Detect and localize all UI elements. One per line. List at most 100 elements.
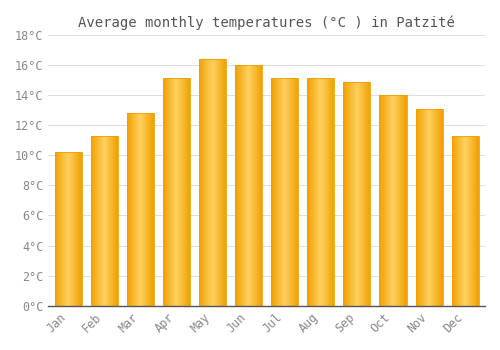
Bar (295, 78, 296, 306)
Bar (214, 59, 216, 306)
Bar (352, 82, 353, 306)
Bar (235, 65, 262, 306)
Bar (254, 65, 256, 306)
Bar (402, 95, 403, 306)
Bar (258, 65, 259, 306)
Bar (470, 136, 471, 306)
Bar (79, 152, 80, 306)
Bar (287, 78, 288, 306)
Bar (428, 108, 429, 306)
Bar (471, 136, 472, 306)
Bar (66, 152, 67, 306)
Bar (172, 78, 173, 306)
Bar (429, 108, 430, 306)
Bar (296, 78, 297, 306)
Bar (175, 78, 176, 306)
Bar (222, 59, 224, 306)
Bar (276, 78, 278, 306)
Bar (469, 136, 470, 306)
Bar (346, 82, 348, 306)
Bar (238, 65, 239, 306)
Bar (439, 108, 440, 306)
Bar (331, 78, 332, 306)
Bar (77, 152, 78, 306)
Bar (459, 136, 460, 306)
Bar (163, 78, 190, 306)
Bar (179, 78, 180, 306)
Bar (344, 82, 370, 306)
Bar (92, 136, 93, 306)
Bar (240, 65, 241, 306)
Bar (368, 82, 369, 306)
Bar (354, 82, 355, 306)
Bar (403, 95, 404, 306)
Bar (58, 152, 59, 306)
Bar (56, 152, 58, 306)
Bar (391, 95, 392, 306)
Bar (54, 152, 56, 306)
Bar (472, 136, 474, 306)
Bar (316, 78, 318, 306)
Bar (201, 59, 202, 306)
Bar (404, 95, 405, 306)
Bar (329, 78, 330, 306)
Bar (271, 78, 298, 306)
Bar (387, 95, 388, 306)
Bar (207, 59, 208, 306)
Bar (326, 78, 327, 306)
Bar (135, 113, 136, 306)
Bar (239, 65, 240, 306)
Bar (321, 78, 322, 306)
Bar (148, 113, 149, 306)
Bar (344, 82, 346, 306)
Bar (322, 78, 323, 306)
Bar (274, 78, 276, 306)
Bar (367, 82, 368, 306)
Bar (453, 136, 454, 306)
Bar (292, 78, 293, 306)
Bar (272, 78, 273, 306)
Bar (68, 152, 69, 306)
Bar (171, 78, 172, 306)
Bar (129, 113, 130, 306)
Bar (139, 113, 140, 306)
Bar (417, 108, 418, 306)
Bar (308, 78, 310, 306)
Bar (208, 59, 209, 306)
Bar (294, 78, 295, 306)
Bar (106, 136, 107, 306)
Bar (461, 136, 462, 306)
Bar (218, 59, 220, 306)
Bar (182, 78, 183, 306)
Bar (76, 152, 77, 306)
Bar (138, 113, 139, 306)
Bar (242, 65, 243, 306)
Bar (397, 95, 398, 306)
Bar (143, 113, 144, 306)
Bar (145, 113, 146, 306)
Bar (394, 95, 395, 306)
Bar (452, 136, 478, 306)
Bar (114, 136, 115, 306)
Bar (401, 95, 402, 306)
Bar (389, 95, 390, 306)
Bar (280, 78, 281, 306)
Bar (386, 95, 387, 306)
Bar (248, 65, 250, 306)
Bar (166, 78, 167, 306)
Bar (333, 78, 334, 306)
Bar (80, 152, 81, 306)
Bar (105, 136, 106, 306)
Bar (466, 136, 467, 306)
Bar (395, 95, 396, 306)
Bar (178, 78, 179, 306)
Bar (363, 82, 364, 306)
Bar (260, 65, 261, 306)
Bar (420, 108, 421, 306)
Bar (133, 113, 134, 306)
Bar (91, 136, 118, 306)
Bar (200, 59, 201, 306)
Bar (131, 113, 132, 306)
Bar (357, 82, 358, 306)
Bar (385, 95, 386, 306)
